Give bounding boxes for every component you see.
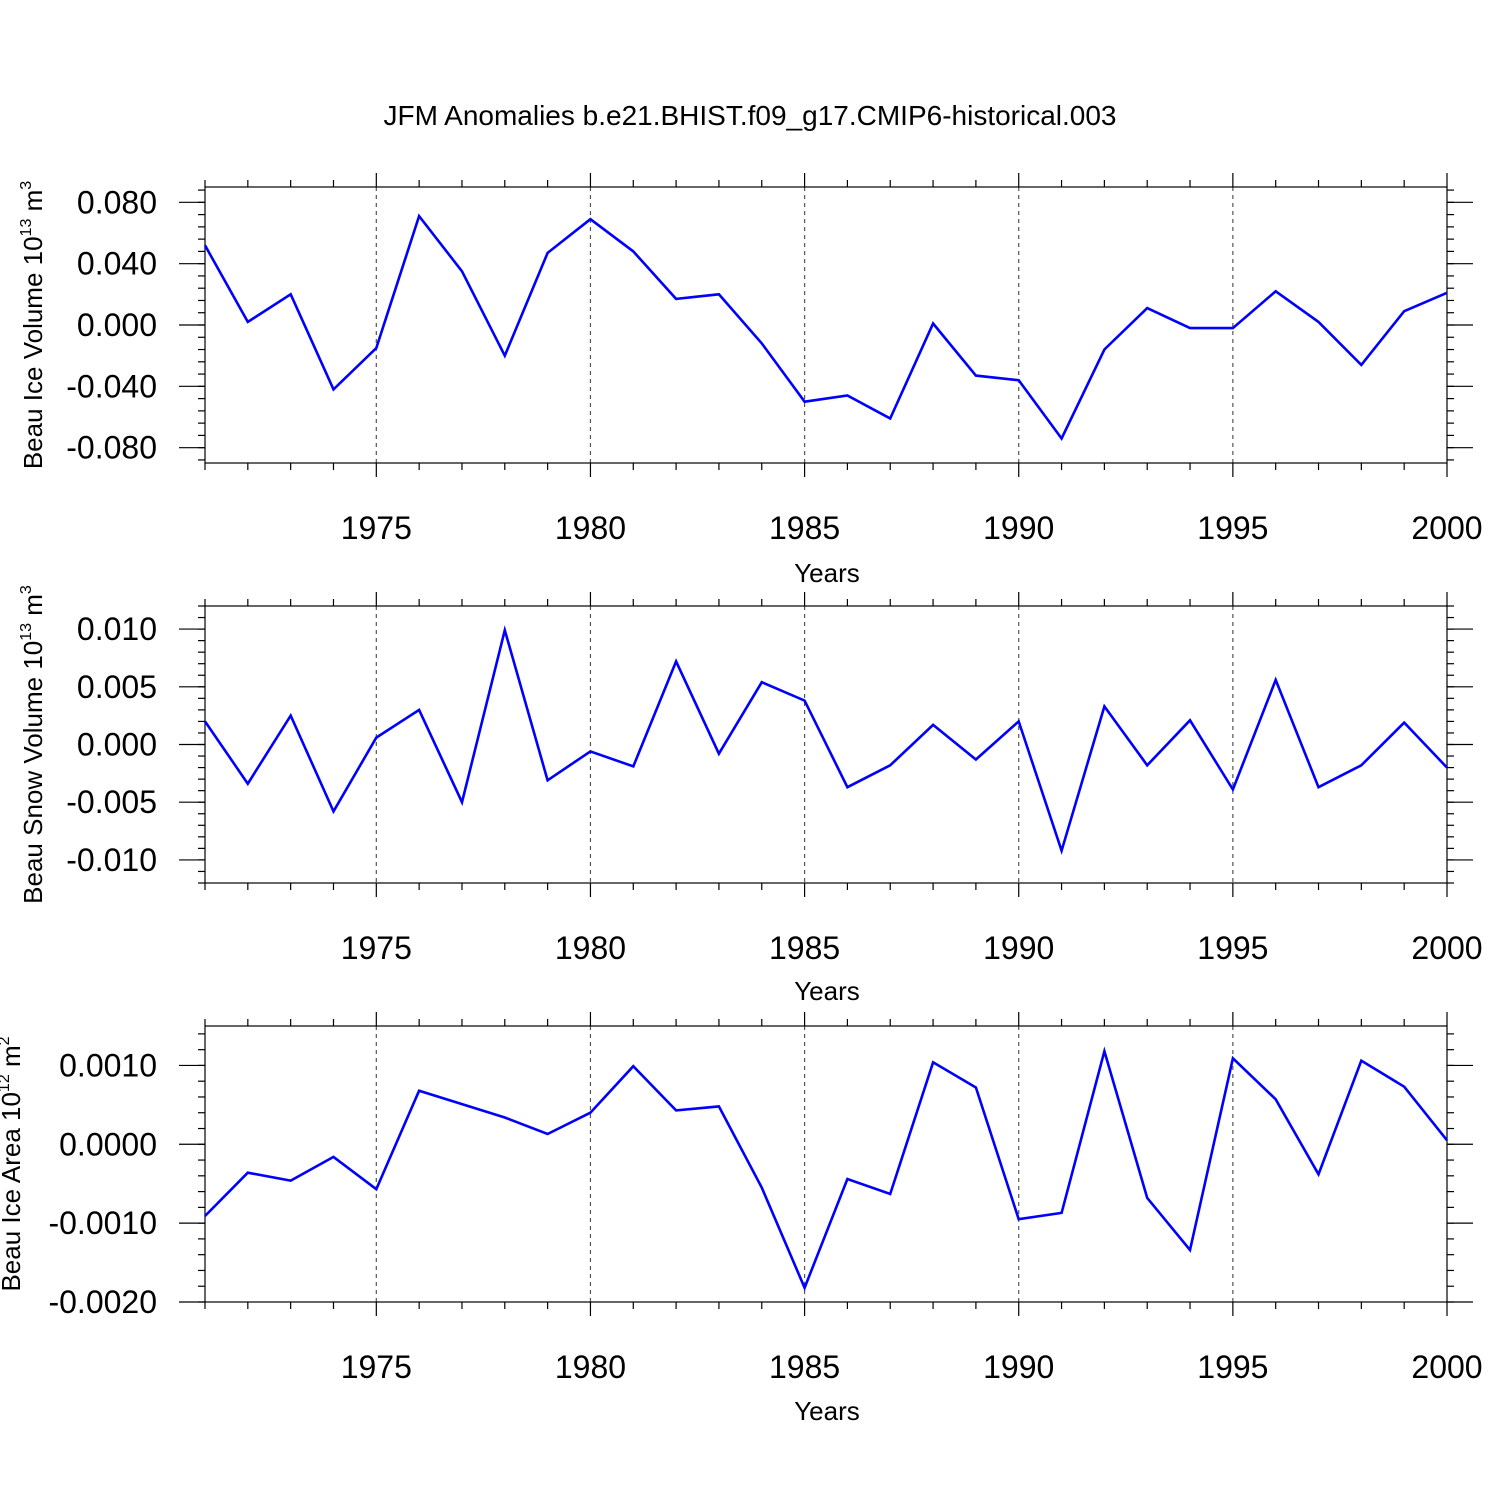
x-tick-label: 1975 (341, 1349, 412, 1385)
y-tick-label: -0.005 (66, 784, 157, 820)
panel-1: 1975 1980 1985 1990 1995 2000 Years 0.080 0.040 0… (18, 173, 1483, 588)
x-axis-label: Years (794, 976, 860, 1006)
y-tick-label: 0.010 (77, 611, 157, 647)
y-tick-label: -0.0020 (48, 1284, 157, 1320)
plot-frame (204, 1025, 1448, 1303)
x-tick-label: 2000 (1411, 1349, 1482, 1385)
y-tick-label: 0.0010 (59, 1047, 157, 1083)
y-tick-label: 0.005 (77, 669, 157, 705)
x-tick-label: 1975 (341, 930, 412, 966)
y-tick-label: -0.0010 (48, 1205, 157, 1241)
x-tick-label: 1975 (341, 510, 412, 546)
y-tick-label: 0.0000 (59, 1126, 157, 1162)
series-line (203, 213, 1448, 442)
y-tick-label: 0.080 (77, 184, 157, 220)
x-axis-label: Years (794, 558, 860, 588)
x-tick-label: 1995 (1197, 1349, 1268, 1385)
x-tick-label: 1990 (983, 1349, 1054, 1385)
x-axis-label: Years (794, 1396, 860, 1426)
y-axis-label: Beau Ice Area 1012 m2 (0, 1036, 26, 1291)
panel-3: 1975 1980 1985 1990 1995 2000 Years 0.0010 0.000… (0, 1012, 1483, 1426)
x-tick-label: 1990 (983, 510, 1054, 546)
plot-frame (204, 186, 1448, 464)
series-line (203, 625, 1448, 856)
x-tick-label: 2000 (1411, 930, 1482, 966)
x-tick-label: 1990 (983, 930, 1054, 966)
y-tick-label: -0.010 (66, 842, 157, 878)
x-tick-label: 1980 (555, 930, 626, 966)
x-tick-label: 1995 (1197, 930, 1268, 966)
y-axis-label: Beau Snow Volume 1013 m3 (18, 585, 48, 904)
series-line (204, 1046, 1449, 1292)
x-tick-label: 2000 (1411, 510, 1482, 546)
y-axis-label: Beau Ice Volume 1013 m3 (18, 181, 48, 469)
x-tick-label: 1985 (769, 510, 840, 546)
x-tick-label: 1980 (555, 510, 626, 546)
y-tick-label: -0.080 (66, 430, 157, 466)
x-tick-label: 1980 (555, 1349, 626, 1385)
x-tick-label: 1985 (769, 930, 840, 966)
y-tick-label: 0.000 (77, 307, 157, 343)
y-tick-label: 0.000 (77, 727, 157, 763)
y-tick-label: -0.040 (66, 368, 157, 404)
y-tick-label: 0.040 (77, 246, 157, 282)
x-tick-label: 1985 (769, 1349, 840, 1385)
chart-title: JFM Anomalies b.e21.BHIST.f09_g17.CMIP6-… (383, 100, 1116, 131)
panel-2: 1975 1980 1985 1990 1995 2000 Years 0.010 0.005 0… (18, 585, 1483, 1006)
x-tick-label: 1995 (1197, 510, 1268, 546)
